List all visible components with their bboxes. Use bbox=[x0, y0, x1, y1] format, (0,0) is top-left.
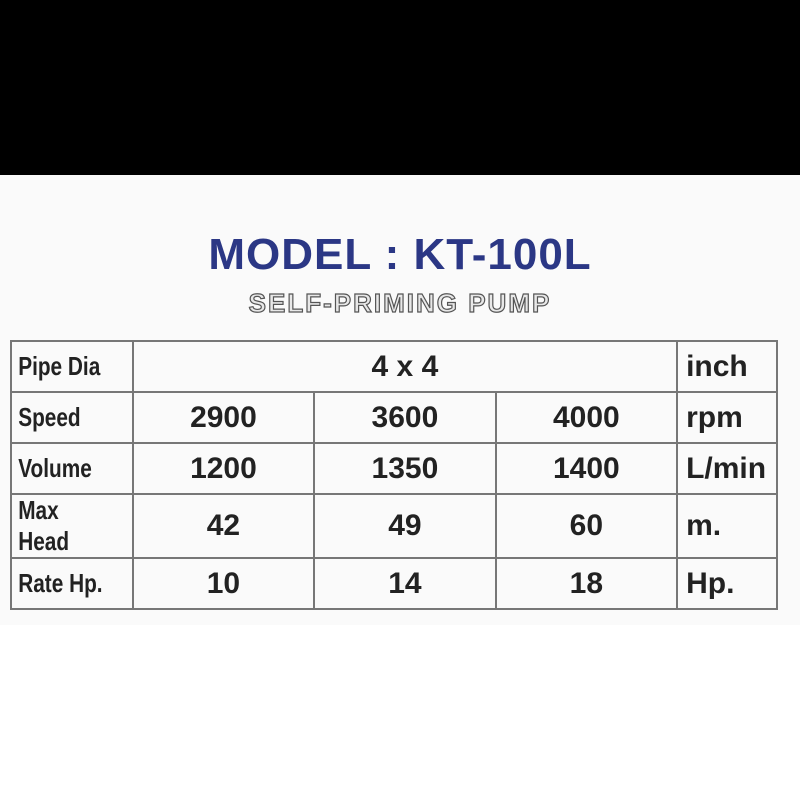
value-cell: 1400 bbox=[494, 442, 679, 495]
subtitle: SELF-PRIMING PUMP bbox=[248, 287, 552, 318]
unit-cell: m. bbox=[676, 493, 778, 559]
value-cell: 1200 bbox=[131, 442, 316, 495]
table-row: Volume 1200 1350 1400 L/min bbox=[10, 442, 778, 495]
value-cell: 10 bbox=[131, 557, 316, 610]
unit-cell: rpm bbox=[676, 391, 778, 444]
table-row: Pipe Dia 4 x 4 inch bbox=[10, 340, 778, 393]
row-label: Rate Hp. bbox=[10, 557, 110, 610]
value-cell: 60 bbox=[494, 493, 679, 559]
value-cell: 14 bbox=[313, 557, 497, 610]
title: MODEL : KT-100L bbox=[208, 230, 592, 279]
value-cell: 1350 bbox=[313, 442, 497, 495]
row-label: Pipe Dia bbox=[10, 340, 110, 393]
value-cell: 2900 bbox=[131, 391, 316, 444]
unit-cell: L/min bbox=[676, 442, 778, 495]
black-band bbox=[0, 0, 800, 175]
value-cell: 4000 bbox=[494, 391, 679, 444]
unit-cell: Hp. bbox=[676, 557, 778, 610]
row-label: Speed bbox=[10, 391, 110, 444]
spec-table: Pipe Dia 4 x 4 inch Speed 2900 3600 4000 rpm Vol… bbox=[10, 340, 778, 610]
table-row: Speed 2900 3600 4000 rpm bbox=[10, 391, 778, 444]
value-cell: 49 bbox=[313, 493, 497, 559]
row-label: Volume bbox=[10, 442, 110, 495]
table-row: Max Head 42 49 60 m. bbox=[10, 493, 778, 559]
unit-cell: inch bbox=[676, 340, 778, 393]
value-cell: 4 x 4 bbox=[131, 340, 679, 393]
value-cell: 42 bbox=[131, 493, 316, 559]
row-label: Max Head bbox=[10, 493, 110, 559]
value-cell: 18 bbox=[494, 557, 679, 610]
value-cell: 3600 bbox=[313, 391, 497, 444]
table-row: Rate Hp. 10 14 18 Hp. bbox=[10, 557, 778, 610]
